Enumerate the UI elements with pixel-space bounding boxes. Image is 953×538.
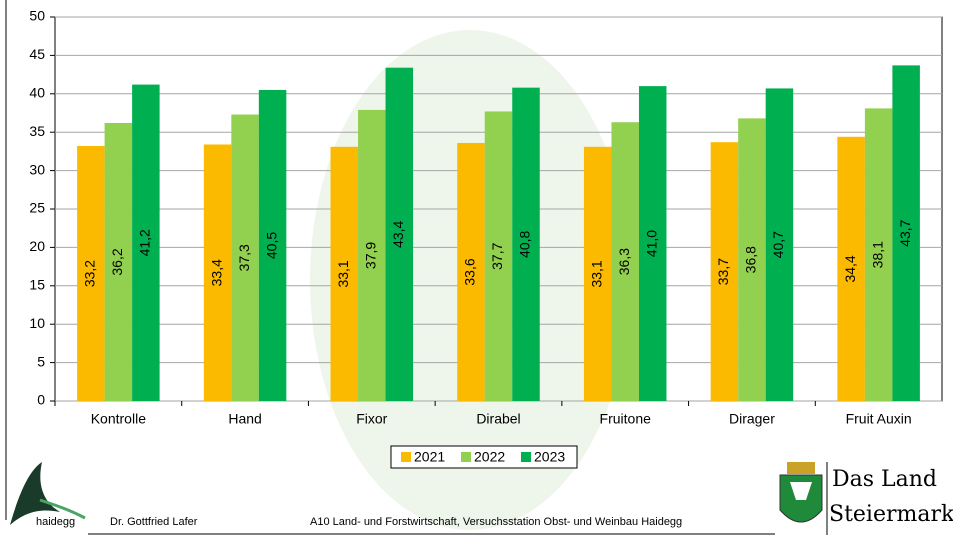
institution: A10 Land- und Forstwirtschaft, Versuchss… bbox=[310, 516, 682, 528]
legend-swatch bbox=[521, 452, 531, 462]
bar bbox=[358, 109, 386, 401]
value-label: 36,3 bbox=[616, 248, 632, 275]
coat-of-arms-panther bbox=[790, 482, 812, 500]
y-tick-label: 40 bbox=[29, 85, 45, 101]
x-tick-label: Fruitone bbox=[600, 411, 652, 427]
bar bbox=[710, 142, 739, 401]
bar bbox=[864, 108, 893, 401]
y-tick-label: 0 bbox=[37, 392, 45, 408]
value-label: 33,6 bbox=[462, 258, 478, 285]
value-label: 40,5 bbox=[263, 232, 279, 259]
value-label: 43,7 bbox=[897, 219, 913, 246]
x-tick-label: Dirager bbox=[729, 411, 775, 427]
x-tick-label: Fruit Auxin bbox=[846, 411, 912, 427]
y-tick-label: 5 bbox=[37, 353, 45, 369]
value-label: 37,9 bbox=[362, 242, 378, 269]
y-tick-label: 45 bbox=[29, 46, 45, 62]
legend-swatch bbox=[461, 452, 471, 462]
legend-label: 2023 bbox=[534, 449, 565, 465]
logo-text: haidegg bbox=[36, 516, 75, 528]
bar bbox=[203, 144, 232, 401]
legend-label: 2022 bbox=[474, 449, 505, 465]
x-tick-label: Dirabel bbox=[476, 411, 520, 427]
bar bbox=[231, 114, 259, 401]
bar bbox=[638, 86, 667, 402]
bar bbox=[765, 88, 794, 401]
bar bbox=[484, 111, 513, 402]
legend bbox=[390, 445, 578, 469]
value-label: 36,8 bbox=[743, 246, 759, 273]
bar bbox=[837, 136, 865, 402]
bar bbox=[385, 67, 414, 402]
x-tick-label: Fixor bbox=[356, 411, 387, 427]
x-tick-label: Hand bbox=[228, 411, 261, 427]
brand-line2: Steiermark bbox=[829, 502, 953, 527]
y-tick-label: 25 bbox=[29, 200, 45, 216]
value-label: 38,1 bbox=[869, 241, 885, 268]
legend-label: 2021 bbox=[414, 449, 445, 465]
bar bbox=[77, 146, 105, 401]
bar bbox=[892, 65, 920, 401]
bar bbox=[132, 84, 160, 402]
value-label: 43,4 bbox=[390, 221, 406, 248]
bar bbox=[583, 146, 612, 401]
y-tick-label: 10 bbox=[29, 315, 45, 331]
value-label: 40,8 bbox=[517, 230, 533, 257]
x-tick-label: Kontrolle bbox=[91, 411, 146, 427]
value-label: 36,2 bbox=[109, 248, 125, 275]
bar bbox=[330, 146, 359, 401]
value-label: 33,2 bbox=[82, 260, 98, 287]
bar bbox=[738, 118, 766, 401]
bar bbox=[611, 122, 639, 401]
bar bbox=[457, 142, 485, 401]
value-label: 33,1 bbox=[335, 260, 351, 287]
value-label: 33,4 bbox=[208, 259, 224, 286]
y-tick-label: 35 bbox=[29, 123, 45, 139]
value-label: 33,7 bbox=[715, 258, 731, 285]
y-tick-label: 15 bbox=[29, 277, 45, 293]
value-label: 34,4 bbox=[842, 255, 858, 282]
author: Dr. Gottfried Lafer bbox=[110, 516, 198, 528]
value-label: 41,0 bbox=[643, 230, 659, 257]
bar bbox=[258, 89, 287, 402]
value-label: 40,7 bbox=[770, 231, 786, 258]
value-label: 33,1 bbox=[588, 260, 604, 287]
haidegg-logo bbox=[10, 462, 60, 525]
y-tick-label: 30 bbox=[29, 161, 45, 177]
brand-line1: Das Land bbox=[832, 467, 937, 492]
bar bbox=[104, 122, 133, 401]
y-tick-label: 50 bbox=[29, 8, 45, 24]
bar bbox=[512, 87, 540, 401]
value-label: 37,7 bbox=[489, 242, 505, 269]
value-label: 41,2 bbox=[137, 229, 153, 256]
legend-swatch bbox=[401, 452, 411, 462]
coat-of-arms-crown bbox=[787, 462, 815, 474]
haidegg-logo-swoosh bbox=[39, 498, 86, 520]
y-tick-label: 20 bbox=[29, 238, 45, 254]
value-label: 37,3 bbox=[236, 244, 252, 271]
